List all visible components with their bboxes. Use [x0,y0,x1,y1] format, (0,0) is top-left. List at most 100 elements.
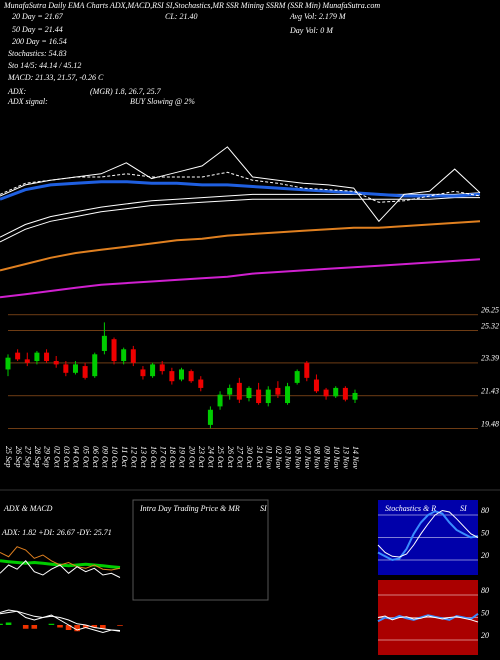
series-line [0,171,481,203]
candle-body [342,387,348,400]
annotation: ADX signal: [7,97,48,106]
chart-title: MunafaSutra Daily EMA Charts ADX,MACD,RS… [3,1,380,10]
annotation: (MGR) 1.8, 26.7, 25.7 [90,87,162,96]
intra-box [132,499,269,601]
candle-body [44,352,50,362]
x-tick-label: 10 Nov [332,446,341,469]
x-tick-label: 14 Nov [351,446,360,469]
x-tick-label: 02 Nov [274,446,283,469]
candle-body [121,349,127,362]
macd-bar [117,625,123,626]
candle-body [188,371,194,382]
x-tick-label: 03 Oct [62,446,71,468]
series-line [377,510,479,562]
macd-bar [91,625,98,628]
annotation: CL: 21.40 [165,12,197,21]
annotation: MACD: 21.33, 21.57, -0.26 C [7,73,104,82]
macd-bar [31,625,38,629]
annotation: Avg Vol: 2.179 M [289,12,347,21]
macd-bar [57,625,63,628]
y-tick-label: 20 [481,631,489,640]
y-tick-label: 50 [481,608,489,617]
candle-body [130,349,136,363]
candle-body [333,387,339,397]
y-tick-label: 25.32 [481,321,499,330]
annotation: Stochastics: 54.83 [8,49,67,58]
x-tick-label: 13 Oct [139,446,148,468]
chart-title: ADX & MACD [3,504,53,513]
x-tick-label: 06 Nov [293,446,302,469]
candle-body [159,364,165,372]
series-line [377,509,479,558]
x-tick-label: 25 Sep [4,446,13,468]
series-line [0,146,481,223]
y-tick-label: 50 [481,528,489,537]
x-tick-label: 05 Oct [81,446,90,468]
annotation: ADX: [7,87,27,96]
candle-body [285,386,291,404]
x-tick-label: 04 Oct [72,446,81,468]
candle-body [323,389,329,397]
candle-body [5,357,11,370]
macd-bar [22,625,29,629]
x-tick-label: 16 Oct [149,446,158,468]
annotation: SI [460,504,467,513]
x-tick-label: 27 Oct [235,446,244,468]
candle-body [92,354,98,377]
series-line [0,180,481,201]
candle-body [227,387,233,395]
annotation: SI [260,504,267,513]
macd-bar [65,625,72,630]
x-tick-label: 19 Oct [178,446,187,468]
y-tick-label: 26.25 [481,306,499,315]
y-tick-label: 80 [481,586,489,595]
y-tick-label: 21.43 [481,387,499,396]
chart-title: Intra Day Trading Price & MR [139,504,240,513]
annotation: 20 Day = 21.67 [12,12,64,21]
x-tick-label: 09 Nov [322,446,331,469]
x-tick-label: 18 Oct [168,446,177,468]
annotation: Sto 14/5: 44.14 / 45.12 [8,61,81,70]
x-tick-label: 06 Oct [91,446,100,468]
candle-body [294,371,300,383]
candle-body [150,364,156,377]
candle-body [236,382,242,400]
x-tick-label: 07 Nov [303,446,312,469]
x-tick-label: 12 Oct [129,446,138,468]
macd-bar [5,622,12,625]
annotation: Day Vol: 0 M [289,26,334,35]
candle-body [34,352,40,362]
x-tick-label: 31 Oct [255,445,264,468]
x-tick-label: 28 Sep [33,446,42,468]
x-tick-label: 23 Oct [197,446,206,468]
candle-body [198,379,204,388]
series-line [0,560,121,578]
x-tick-label: 17 Oct [158,446,167,468]
x-tick-label: 02 Oct [52,446,61,468]
x-tick-label: 11 Oct [120,446,129,468]
annotation: ADX: 1.82 +DI: 26.67 -DY: 25.71 [1,528,112,537]
candle-body [313,379,319,392]
candle-body [111,339,117,362]
candle-body [24,359,30,363]
macd-bar [48,623,55,625]
candle-body [53,361,59,365]
x-tick-label: 13 Nov [342,446,351,469]
candle-body [207,409,213,425]
x-tick-label: 10 Oct [110,446,119,468]
series-line [0,609,121,634]
x-tick-label: 03 Nov [284,446,293,469]
y-tick-label: 20 [481,551,489,560]
y-tick-label: 23.39 [481,354,499,363]
series-line [377,615,479,623]
candle-body [246,387,252,398]
candle-body [265,389,271,404]
candle-body [217,394,223,407]
series-line [0,559,121,569]
x-tick-label: 24 Oct [207,446,216,468]
x-tick-label: 09 Oct [101,446,110,468]
series-line [0,610,121,631]
candle-body [256,389,262,404]
